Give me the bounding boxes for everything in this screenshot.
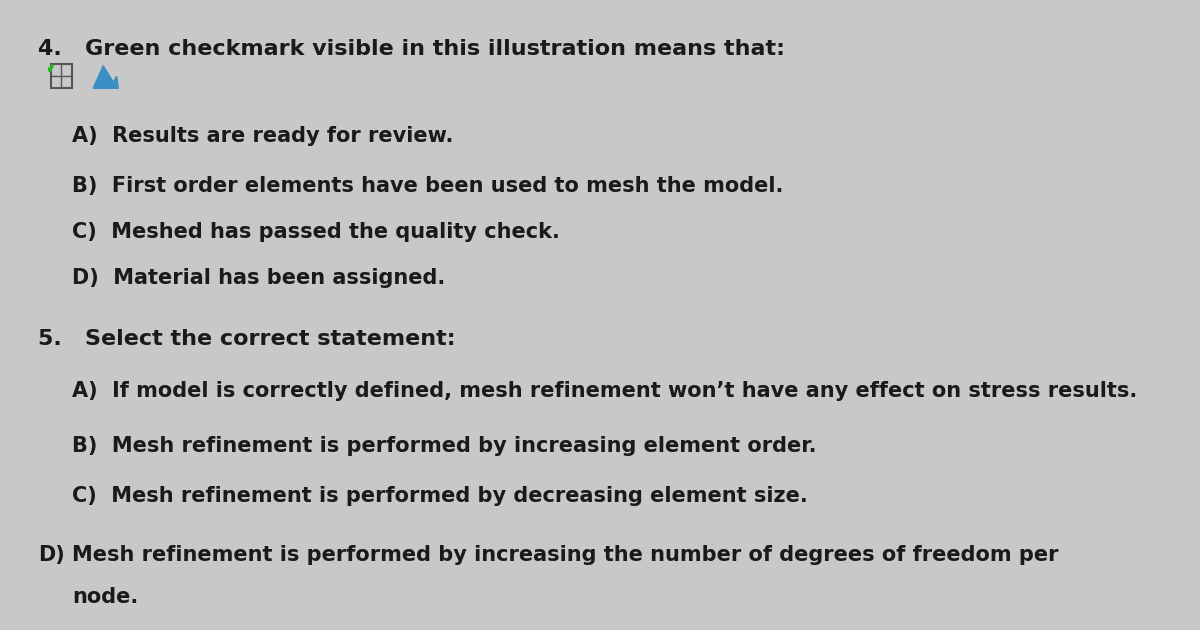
Text: A)  If model is correctly defined, mesh refinement won’t have any effect on stre: A) If model is correctly defined, mesh r… <box>72 381 1138 401</box>
Text: C)  Mesh refinement is performed by decreasing element size.: C) Mesh refinement is performed by decre… <box>72 486 808 507</box>
Polygon shape <box>94 66 119 88</box>
Text: node.: node. <box>72 587 138 607</box>
Text: D)  Material has been assigned.: D) Material has been assigned. <box>72 268 445 288</box>
Text: B)  Mesh refinement is performed by increasing element order.: B) Mesh refinement is performed by incre… <box>72 436 816 456</box>
Text: 5.   Select the correct statement:: 5. Select the correct statement: <box>38 329 456 349</box>
Bar <box>52 64 72 88</box>
Text: 4.   Green checkmark visible in this illustration means that:: 4. Green checkmark visible in this illus… <box>38 39 785 59</box>
Text: Mesh refinement is performed by increasing the number of degrees of freedom per: Mesh refinement is performed by increasi… <box>72 545 1058 565</box>
Text: C)  Meshed has passed the quality check.: C) Meshed has passed the quality check. <box>72 222 560 242</box>
Text: A)  Results are ready for review.: A) Results are ready for review. <box>72 126 454 146</box>
Text: D): D) <box>38 545 65 565</box>
Text: B)  First order elements have been used to mesh the model.: B) First order elements have been used t… <box>72 176 784 197</box>
